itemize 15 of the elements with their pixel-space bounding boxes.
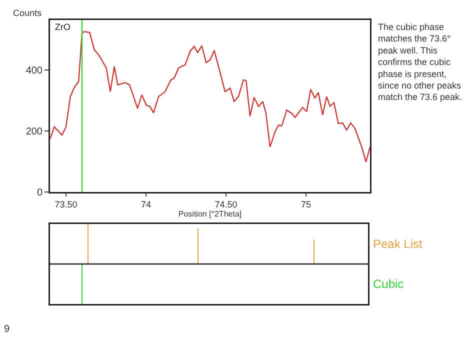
x-tick-label: 74 <box>140 199 152 210</box>
y-tick-label: 0 <box>36 188 43 198</box>
y-tick-label: 400 <box>26 66 43 77</box>
x-tick-label: 74.50 <box>214 199 238 210</box>
annotation: ZrO <box>55 22 70 32</box>
y-axis-title: Counts <box>13 8 42 18</box>
line-series <box>50 30 370 162</box>
y-tick-label: 200 <box>26 126 43 138</box>
text: Cubic <box>373 277 404 291</box>
x-tick-label: 73.50 <box>54 199 78 210</box>
text: The cubic phase matches the 73.6° peak well. This confirms the cubic phase is present, since no other peaks match the 73.6 peak. <box>378 22 462 102</box>
x-axis-title: Position [°2Theta] <box>178 209 242 218</box>
x-tick-label: 75 <box>300 199 312 210</box>
text: Peak List <box>373 237 424 251</box>
text: 9 <box>4 324 10 335</box>
